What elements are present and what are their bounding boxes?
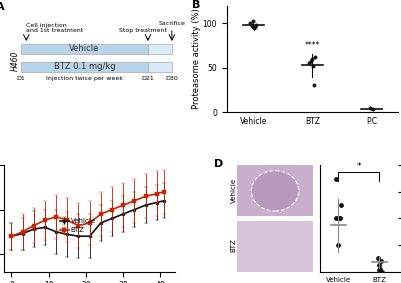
Text: *: *	[356, 162, 360, 171]
Point	[249, 18, 255, 23]
Text: BTZ: BTZ	[230, 238, 236, 252]
Text: Stop treatment: Stop treatment	[118, 28, 166, 33]
Point	[375, 268, 382, 273]
Point	[374, 256, 380, 261]
Point	[306, 61, 312, 66]
Bar	[237, 165, 312, 216]
Point	[308, 57, 314, 61]
Legend: Vehicle, BTZ: Vehicle, BTZ	[59, 216, 97, 235]
Y-axis label: Proteasome activity (%): Proteasome activity (%)	[192, 8, 200, 109]
Point	[310, 83, 316, 88]
Point	[252, 23, 259, 27]
Point	[366, 105, 373, 110]
Text: H460: H460	[10, 51, 19, 71]
Point	[332, 176, 338, 181]
Point	[309, 64, 315, 68]
Text: Vehicle: Vehicle	[69, 44, 99, 53]
Point	[375, 263, 381, 267]
Text: Vehicle: Vehicle	[230, 178, 236, 203]
Point	[247, 21, 253, 26]
Text: BTZ 0.1 mg/kg: BTZ 0.1 mg/kg	[54, 62, 115, 71]
Text: A: A	[0, 3, 4, 12]
Ellipse shape	[251, 171, 298, 211]
Text: D: D	[213, 159, 223, 169]
Bar	[148, 44, 172, 53]
Text: B: B	[192, 0, 200, 10]
Bar	[21, 62, 148, 72]
Point	[332, 216, 339, 221]
Point	[377, 259, 383, 263]
Text: Sacrifice: Sacrifice	[158, 21, 185, 26]
Text: D21: D21	[141, 76, 154, 81]
Text: ****: ****	[304, 41, 319, 50]
Point	[248, 24, 254, 28]
Point	[334, 243, 340, 247]
Point	[376, 267, 383, 271]
Bar	[237, 221, 312, 272]
Point	[335, 216, 341, 221]
Point	[307, 58, 313, 63]
Point	[336, 203, 343, 207]
Point	[378, 269, 384, 274]
Bar	[148, 62, 172, 72]
Text: Cell injection
and 1st treatment: Cell injection and 1st treatment	[26, 23, 83, 33]
Point	[369, 107, 375, 112]
Bar	[21, 44, 148, 53]
Text: Injection twice per week: Injection twice per week	[46, 76, 123, 81]
Point	[336, 216, 342, 221]
Point	[311, 55, 318, 59]
Text: D30: D30	[165, 76, 178, 81]
Point	[251, 25, 257, 29]
Text: D1: D1	[17, 76, 25, 81]
Point	[250, 25, 256, 30]
